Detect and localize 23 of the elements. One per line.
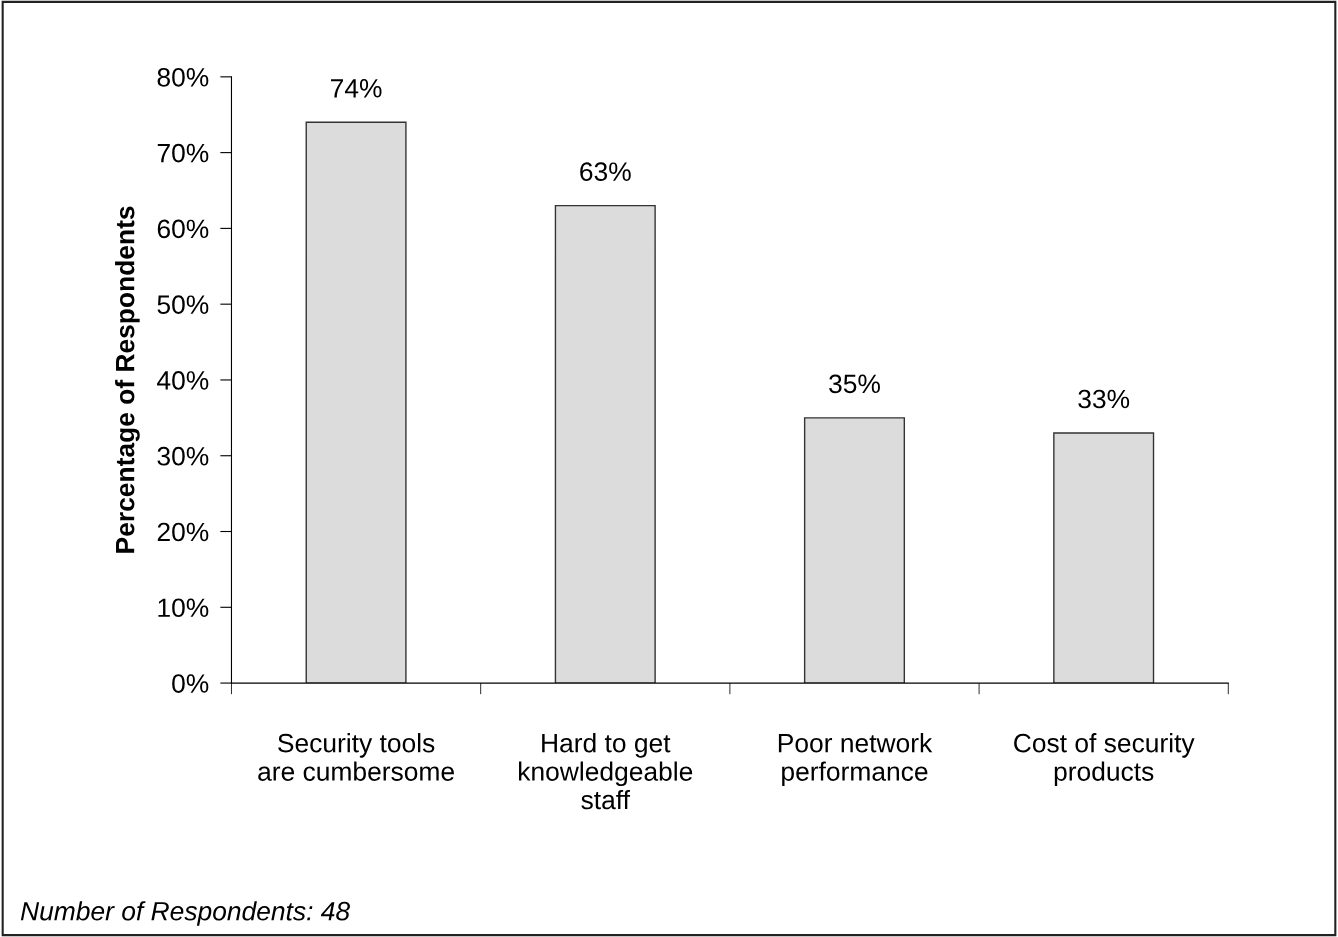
y-tick-label: 70%	[157, 143, 209, 163]
bar	[554, 204, 656, 684]
y-axis-title: Percentage of Respondents	[115, 206, 140, 553]
data-label: 74%	[331, 79, 382, 98]
bar	[1053, 432, 1155, 684]
data-label: 63%	[580, 162, 631, 181]
x-tick-label: Cost of security products	[1014, 733, 1195, 787]
text: Number of Respondents: 48	[20, 901, 350, 926]
x-tick-label: Hard to get knowledgeable staff	[519, 733, 693, 810]
y-tick-label: 10%	[158, 598, 209, 618]
y-tick-label: 30%	[157, 446, 209, 466]
y-tick-label: 80%	[157, 67, 209, 87]
y-tick-label: 20%	[157, 522, 209, 542]
data-label: 33%	[1078, 389, 1130, 409]
y-tick-label: 0%	[172, 674, 209, 693]
y-tick-label: 40%	[157, 371, 209, 390]
y-tick-label: 60%	[157, 219, 209, 239]
bar	[305, 121, 407, 684]
bar	[803, 417, 906, 684]
x-tick-label: Poor network performance	[778, 733, 933, 787]
data-label: 35%	[829, 374, 880, 394]
y-tick-label: 50%	[157, 295, 209, 314]
x-tick-label: Security tools are cumbersome	[258, 733, 454, 781]
